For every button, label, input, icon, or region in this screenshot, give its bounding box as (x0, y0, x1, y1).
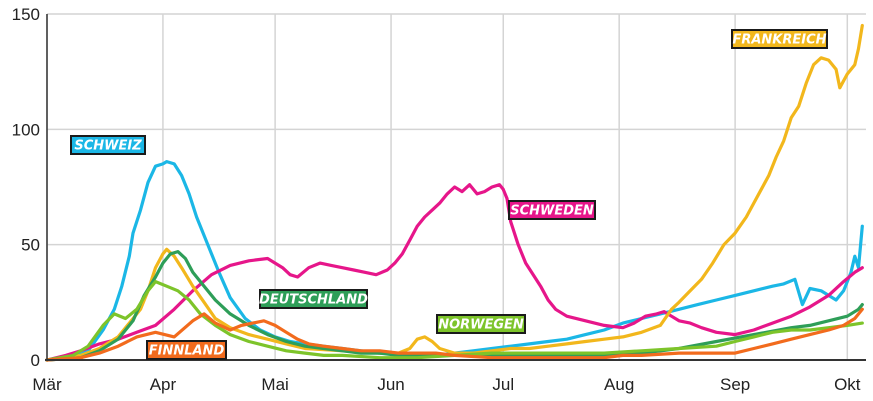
series-label-text: SCHWEDEN (510, 204, 594, 219)
x-tick-label: Apr (150, 375, 177, 394)
series-label-schweden: SCHWEDEN (508, 200, 596, 220)
series-label-text: DEUTSCHLAND (259, 293, 368, 308)
x-tick-label: Mai (261, 375, 288, 394)
series-line-schweden (45, 183, 864, 362)
y-tick-label: 100 (12, 120, 40, 139)
x-tick-label: Sep (720, 375, 750, 394)
x-tick-label: Aug (604, 375, 634, 394)
x-tick-label: Jun (377, 375, 404, 394)
x-tick-label: Okt (834, 375, 861, 394)
series-label-frankreich: FRANKREICH (731, 29, 828, 49)
x-axis: Mär Apr Mai Jun Jul Aug Sep Okt (32, 359, 866, 394)
series-label-text: FRANKREICH (732, 33, 826, 48)
series-line-norwegen (45, 280, 864, 362)
series-label-text: SCHWEIZ (74, 139, 142, 154)
x-tick-label: Jul (492, 375, 514, 394)
y-axis: 0 50 100 150 (12, 5, 48, 370)
series-line-deutschland (45, 250, 864, 362)
series-labels: SCHWEIZ SCHWEDEN FRANKREICH DEUTSCHLAND NORW… (70, 29, 828, 360)
series-label-deutschland: DEUTSCHLAND (259, 289, 368, 309)
series-label-finnland: FINNLAND (146, 340, 227, 360)
series-label-text: FINNLAND (149, 344, 225, 359)
series-line-finnland (45, 307, 864, 362)
series-label-bg (733, 31, 826, 47)
series-label-text: NORWEGEN (438, 318, 524, 333)
series-label-bg (72, 137, 144, 153)
series-lines (45, 23, 864, 362)
y-tick-label: 0 (31, 351, 40, 370)
series-label-bg (148, 342, 225, 358)
series-label-norwegen: NORWEGEN (436, 314, 526, 334)
x-tick-label: Mär (32, 375, 62, 394)
series-label-bg (510, 202, 594, 218)
series-label-bg (438, 316, 524, 332)
series-label-bg (261, 291, 366, 307)
y-tick-label: 50 (21, 236, 40, 255)
y-tick-label: 150 (12, 5, 40, 24)
series-label-schweiz: SCHWEIZ (70, 135, 146, 155)
series-line-frankreich (45, 23, 864, 362)
